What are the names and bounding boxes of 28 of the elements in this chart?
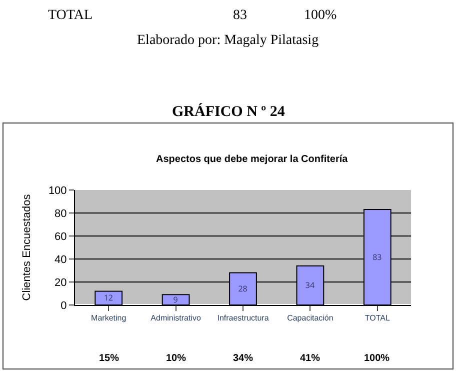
- text: 100%: [304, 8, 337, 23]
- data-label: 9: [173, 294, 178, 306]
- y-tick-label: 20: [54, 276, 67, 289]
- y-tick-label: 60: [54, 230, 67, 243]
- text: 34%: [233, 353, 254, 364]
- data-label: 83: [372, 252, 382, 263]
- x-tick-label: Capacitación: [287, 314, 334, 323]
- data-label: 12: [104, 292, 114, 304]
- text: TOTAL: [48, 8, 93, 23]
- data-label: 28: [238, 283, 248, 294]
- text: 83: [233, 8, 247, 23]
- y-tick-label: 40: [54, 254, 67, 266]
- y-tick-label: 0: [60, 300, 67, 312]
- chart-subtitle: Aspectos que debe mejorar la Confitería: [156, 154, 348, 165]
- x-tick-label: TOTAL: [364, 314, 390, 323]
- text: 41%: [300, 353, 320, 364]
- text: 100%: [364, 353, 390, 364]
- x-tick-label: Infraestructura: [217, 314, 270, 323]
- text: Elaborado por: Magaly Pilatasig: [137, 33, 319, 48]
- data-label: 34: [305, 280, 315, 291]
- text: 15%: [99, 353, 120, 364]
- chart-title: GRÁFICO N º 24: [172, 103, 286, 120]
- text: 10%: [166, 353, 186, 364]
- y-axis-title: Clientes Encuestados: [21, 194, 34, 301]
- y-tick-label: 100: [48, 184, 67, 197]
- x-tick-label: Marketing: [91, 314, 126, 323]
- y-tick-label: 80: [54, 208, 67, 220]
- x-tick-label: Administrativo: [150, 314, 202, 323]
